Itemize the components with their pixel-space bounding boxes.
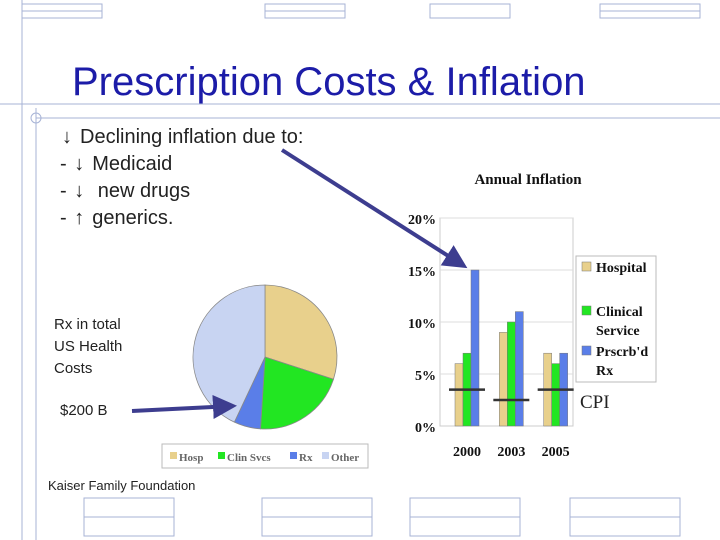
bar-legend-swatch <box>581 305 592 316</box>
x-tick-label: 2003 <box>497 445 525 460</box>
bullet-text: generics. <box>92 207 174 229</box>
bar-clinical-service-2005 <box>551 363 560 427</box>
bullet-text: Declining inflation due to: <box>80 126 304 148</box>
pie-legend-label: Other <box>331 452 359 464</box>
bullet-text: new drugs <box>92 180 191 202</box>
bar-prscrb-d-rx-2003 <box>515 311 524 427</box>
pie-legend-swatch <box>322 452 329 459</box>
bar-legend-swatch <box>581 261 592 272</box>
x-tick-label: 2005 <box>542 445 570 460</box>
bullet-line: - ↓ new drugs <box>60 178 303 205</box>
bullet-line: - ↑ generics. <box>60 205 303 232</box>
y-tick-label: 10% <box>408 317 436 332</box>
bar-legend-label: Rx <box>596 364 613 379</box>
arrow-to-rx-bar <box>280 148 468 269</box>
pie-chart <box>192 284 338 430</box>
bar-legend-label: Prscrb'd <box>596 345 648 360</box>
bullet-line: - ↓ Medicaid <box>60 151 303 178</box>
bullet-line: ↓ Declining inflation due to: <box>60 124 303 151</box>
bullet-dash: - <box>60 207 67 229</box>
pie-legend-swatch <box>290 452 297 459</box>
pie-legend-label: Rx <box>299 452 313 464</box>
pointer-arrows <box>131 148 468 419</box>
bar-legend-label: Clinical <box>596 305 643 320</box>
pie-slice-clin-svcs <box>260 356 334 430</box>
bar-hospital-2000 <box>454 363 464 427</box>
x-tick-label: 2000 <box>453 445 481 460</box>
pie-legend-label: Clin Svcs <box>227 452 271 464</box>
source-credit: Kaiser Family Foundation <box>48 478 196 493</box>
bar-legend-label: Hospital <box>596 261 647 276</box>
bar-prscrb-d-rx-2000 <box>470 269 480 427</box>
pie-note-line: Costs <box>54 360 93 377</box>
pie-legend-label: Hosp <box>179 452 203 464</box>
bullet-dash: - <box>60 180 67 202</box>
bar-hospital-2003 <box>499 332 508 427</box>
bar-clinical-service-2003 <box>507 321 516 427</box>
pie-amount: $200 B <box>60 402 108 419</box>
y-tick-label: 20% <box>408 213 436 228</box>
bar-legend-label: Service <box>596 324 640 339</box>
bar-legend-box <box>575 255 657 383</box>
bar-legend-swatch <box>581 345 592 356</box>
pie-note-line: Rx in total <box>54 316 121 333</box>
bullet-dash: - <box>60 153 67 175</box>
pie-legend-swatch <box>218 452 225 459</box>
pie-note-line: US Health <box>54 338 123 355</box>
arrow-down-icon: ↓ <box>74 180 85 202</box>
arrow-down-icon: ↓ <box>62 126 72 148</box>
y-tick-label: 0% <box>415 421 436 436</box>
pie-legend: Hosp Clin Svcs Rx Other <box>161 443 369 469</box>
pie-slice-hosp <box>264 284 338 380</box>
pie-note: Rx in total US Health Costs <box>54 314 122 380</box>
arrow-to-rx-slice <box>131 395 237 419</box>
arrow-up-icon: ↑ <box>74 207 85 229</box>
bullet-list: ↓ Declining inflation due to: - ↓ Medicaid… <box>60 124 303 232</box>
pie-legend-swatch <box>170 452 177 459</box>
bullet-text: Medicaid <box>92 153 173 175</box>
cpi-label: CPI <box>580 392 610 413</box>
bar-chart-title: Annual Inflation <box>474 172 582 188</box>
slide-title: Prescription Costs & Inflation <box>72 60 586 104</box>
arrow-down-icon: ↓ <box>74 153 85 175</box>
y-tick-label: 15% <box>408 265 436 280</box>
bar-chart: Annual Inflation 0% 5% 10% 15% 20% 2000 2003 200… <box>408 172 657 460</box>
pie-legend-box <box>161 443 369 469</box>
y-tick-label: 5% <box>415 369 436 384</box>
